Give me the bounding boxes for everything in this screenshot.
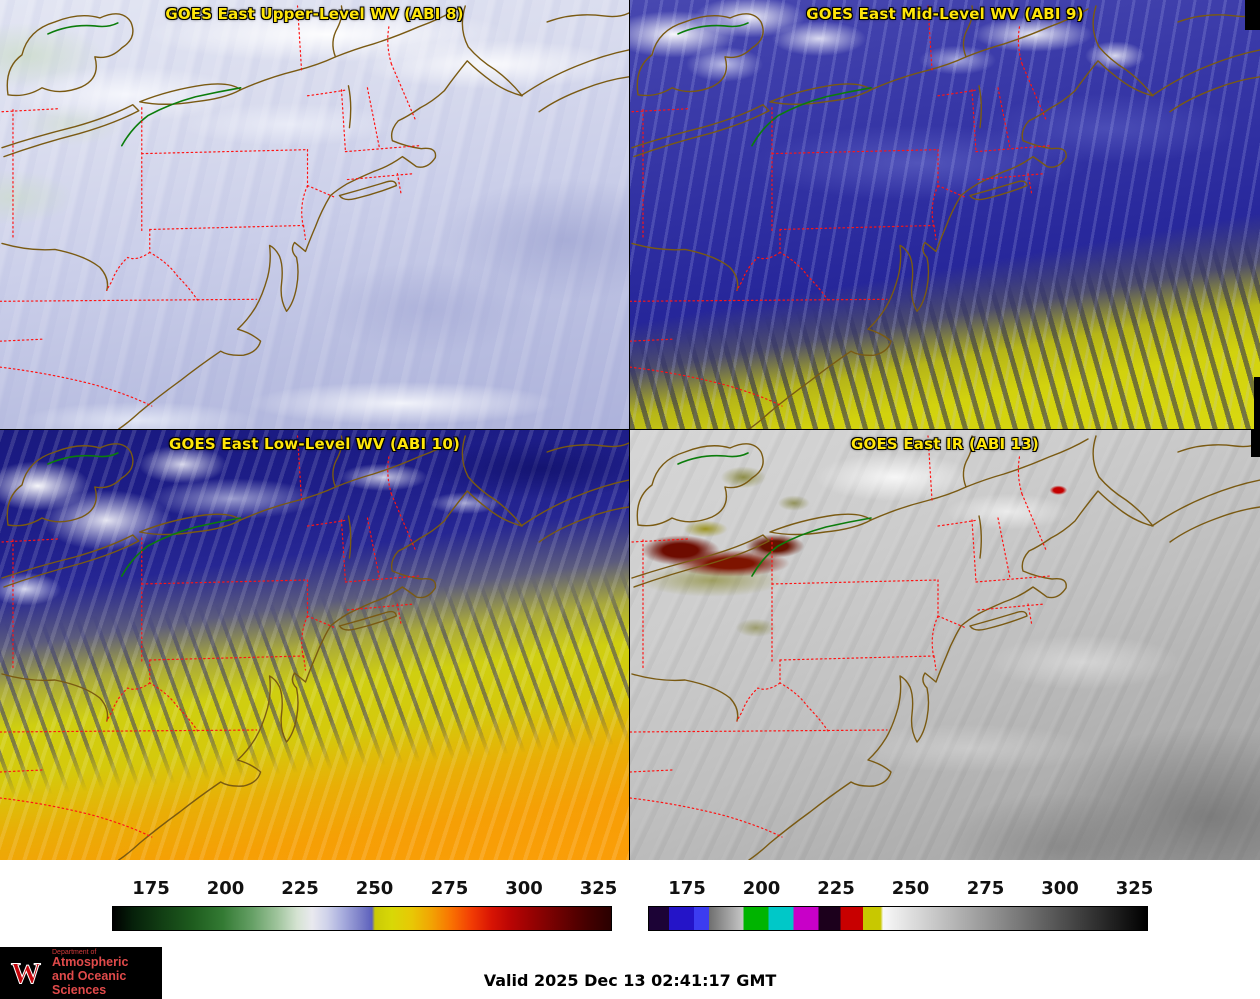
colorbar-ir-ticks: 175 200 225 250 275 300 325 bbox=[648, 878, 1153, 906]
logo-text: Department of Atmospheric and Oceanic Sc… bbox=[52, 949, 156, 998]
panel-title: GOES East Mid-Level WV (ABI 9) bbox=[806, 5, 1084, 23]
panel-ir: GOES East IR (ABI 13) bbox=[630, 430, 1260, 860]
tick-label: 225 bbox=[281, 878, 319, 899]
tick-label: 175 bbox=[132, 878, 170, 899]
tick-label: 275 bbox=[430, 878, 469, 899]
map-boundaries-overlay bbox=[0, 435, 629, 860]
legend-footer-area: 175 200 225 250 275 300 325 175 200 225 … bbox=[0, 860, 1260, 999]
colorbar-wv-gradient bbox=[112, 906, 612, 931]
panel-title: GOES East Low-Level WV (ABI 10) bbox=[168, 435, 461, 453]
panel-low-level-wv: GOES East Low-Level WV (ABI 10) bbox=[0, 430, 630, 860]
panel-mid-level-wv: GOES East Mid-Level WV (ABI 9) bbox=[630, 0, 1260, 430]
dry-air-streaks bbox=[630, 0, 1260, 429]
tick-label: 250 bbox=[355, 878, 394, 899]
satellite-quadpanel: GOES East Upper-Level WV (ABI 8) GOES Ea… bbox=[0, 0, 1260, 860]
moisture-streaks bbox=[0, 430, 629, 860]
scan-edge-artifact bbox=[1245, 0, 1260, 30]
wisconsin-w-icon: W bbox=[11, 957, 42, 991]
colorbar-infrared: 175 200 225 250 275 300 325 bbox=[648, 878, 1153, 931]
map-boundaries-overlay bbox=[0, 5, 629, 429]
colorbar-ir-gradient bbox=[648, 906, 1148, 931]
tick-label: 325 bbox=[579, 878, 618, 899]
tick-label: 250 bbox=[891, 878, 930, 899]
scan-edge-artifact bbox=[1251, 430, 1260, 457]
tick-label: 200 bbox=[206, 878, 245, 899]
tick-label: 225 bbox=[817, 878, 855, 899]
satellite-image-upper-wv bbox=[0, 0, 629, 429]
panel-title: GOES East Upper-Level WV (ABI 8) bbox=[165, 5, 464, 23]
colorbar-wv-ticks: 175 200 225 250 275 300 325 bbox=[112, 878, 617, 906]
map-boundaries-overlay bbox=[630, 5, 1260, 429]
tick-label: 300 bbox=[1041, 878, 1079, 899]
panel-title: GOES East IR (ABI 13) bbox=[850, 435, 1039, 453]
scan-edge-artifact bbox=[1254, 377, 1260, 429]
panel-upper-level-wv: GOES East Upper-Level WV (ABI 8) bbox=[0, 0, 630, 430]
logo-dept-label: Department of bbox=[52, 948, 97, 956]
map-boundaries-overlay bbox=[630, 435, 1260, 860]
tick-label: 300 bbox=[505, 878, 543, 899]
logo-line2: and Oceanic Sciences bbox=[52, 968, 127, 997]
tick-label: 275 bbox=[966, 878, 1005, 899]
satellite-image-low-wv bbox=[0, 430, 629, 860]
valid-time-label: Valid 2025 Dec 13 02:41:17 GMT bbox=[483, 971, 777, 990]
satellite-image-ir bbox=[630, 430, 1260, 860]
logo-line1: Atmospheric bbox=[52, 955, 129, 970]
tick-label: 175 bbox=[668, 878, 706, 899]
uw-aos-logo: W Department of Atmospheric and Oceanic … bbox=[0, 947, 162, 999]
svg-text:W: W bbox=[11, 957, 41, 990]
tick-label: 200 bbox=[742, 878, 781, 899]
colorbar-water-vapor: 175 200 225 250 275 300 325 bbox=[112, 878, 617, 931]
tick-label: 325 bbox=[1115, 878, 1154, 899]
